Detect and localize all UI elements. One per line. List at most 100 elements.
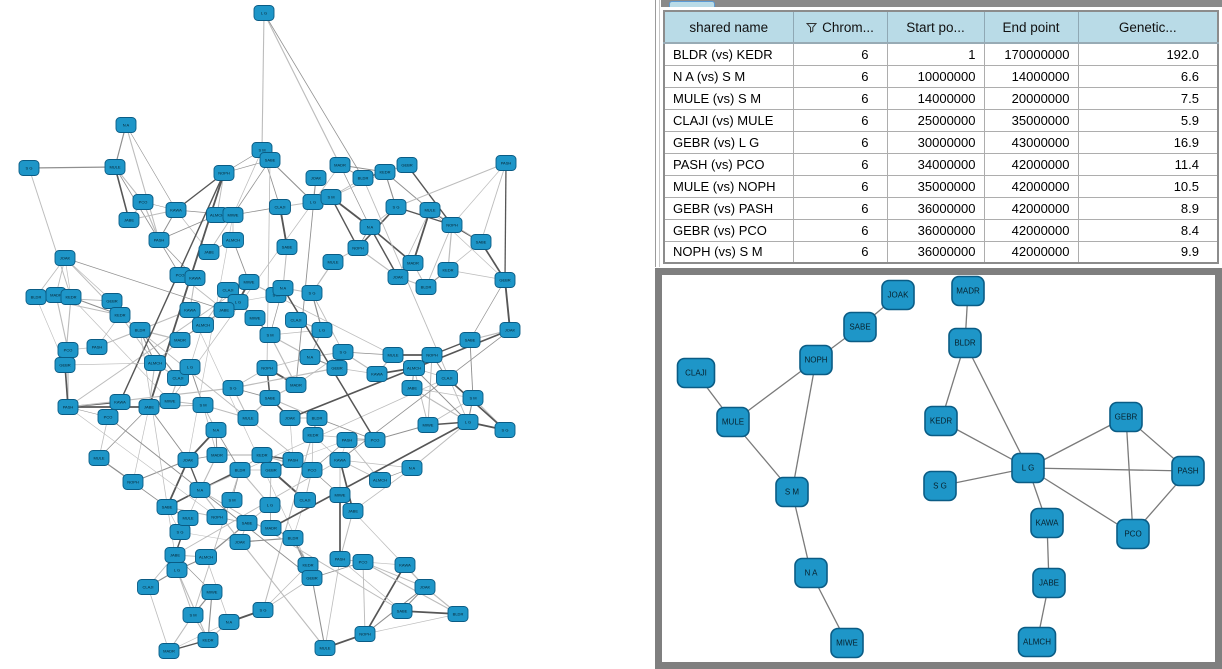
subnetwork-edge-bldr-l-g[interactable] <box>964 342 1029 469</box>
network-edge[interactable] <box>480 162 507 243</box>
network-node[interactable]: PCO <box>1116 518 1150 550</box>
network-node[interactable]: L G <box>302 194 324 210</box>
network-node[interactable]: NOPH <box>206 509 228 525</box>
network-node[interactable]: GEBR <box>101 293 123 309</box>
network-node[interactable]: PCO <box>132 194 154 210</box>
network-node[interactable]: MULE <box>314 640 336 656</box>
subnetwork-edge-noph-s-m[interactable] <box>791 359 817 493</box>
network-node[interactable]: JABE <box>138 399 160 415</box>
network-node[interactable]: KAWA <box>184 270 206 286</box>
network-edge[interactable] <box>362 561 459 615</box>
network-edge[interactable] <box>232 149 263 216</box>
network-edge[interactable] <box>339 164 371 228</box>
network-node[interactable]: ALMCH <box>192 317 214 333</box>
network-edge[interactable] <box>125 124 177 211</box>
table-row[interactable]: BLDR (vs) KEDR 6 1 170000000 192.0 <box>663 42 1219 66</box>
network-node[interactable]: JOAK <box>305 170 327 186</box>
network-node[interactable]: PASH <box>329 551 351 567</box>
network-edge[interactable] <box>199 489 403 612</box>
network-node[interactable]: MADR <box>951 275 985 307</box>
network-node[interactable]: NOPH <box>799 344 833 376</box>
network-edge[interactable] <box>411 421 469 469</box>
network-edge[interactable] <box>67 406 218 518</box>
network-edge[interactable] <box>176 569 209 641</box>
network-node[interactable]: L G <box>311 322 333 338</box>
network-node[interactable]: N A <box>794 557 828 589</box>
subnetwork-canvas[interactable]: JOAK MADR SABE BLDR NOPH CLAJI GEBR KEDR MULE L G… <box>662 275 1215 662</box>
network-node[interactable]: MIWE <box>201 584 223 600</box>
network-node[interactable]: KEDR <box>437 262 459 278</box>
network-node[interactable]: BLDR <box>129 322 151 338</box>
network-node[interactable]: MIWE <box>222 207 244 223</box>
network-node[interactable]: JABE <box>401 380 423 396</box>
network-node[interactable]: GEBR <box>1109 401 1143 433</box>
network-edge[interactable] <box>132 406 150 483</box>
network-edge[interactable] <box>406 164 453 226</box>
network-node[interactable]: ALMCH <box>369 472 391 488</box>
network-node[interactable]: S G <box>923 470 957 502</box>
network-node[interactable]: L G <box>1011 452 1045 484</box>
network-node[interactable]: JABE <box>213 302 235 318</box>
network-node[interactable]: S M <box>259 327 281 343</box>
network-edge[interactable] <box>232 159 271 216</box>
network-edge[interactable] <box>330 196 359 249</box>
network-node[interactable]: GEBR <box>260 462 282 478</box>
network-node[interactable]: NOPH <box>421 347 443 363</box>
network-node[interactable]: SABE <box>276 239 298 255</box>
network-edge[interactable] <box>412 209 431 264</box>
network-node[interactable]: JABE <box>198 244 220 260</box>
network-node[interactable]: N A <box>205 422 227 438</box>
network-edge[interactable] <box>263 12 341 166</box>
network-node[interactable]: S G <box>301 285 323 301</box>
network-edge[interactable] <box>189 309 309 566</box>
network-edge[interactable] <box>125 124 160 241</box>
network-node[interactable]: JOAK <box>499 322 521 338</box>
network-node[interactable]: SABE <box>259 390 281 406</box>
network-edge[interactable] <box>364 613 459 635</box>
network-edge[interactable] <box>339 510 354 560</box>
network-edge[interactable] <box>148 406 189 461</box>
network-edge[interactable] <box>147 586 170 652</box>
network-node[interactable]: SABE <box>459 332 481 348</box>
network-node[interactable]: CLAJI <box>294 492 316 508</box>
network-node[interactable]: N A <box>189 482 211 498</box>
col-header-start-po[interactable]: Start po... <box>886 10 985 44</box>
network-node[interactable]: N A <box>359 219 381 235</box>
network-edge[interactable] <box>324 558 341 649</box>
network-node[interactable]: S M <box>221 492 243 508</box>
network-node[interactable]: SABE <box>843 311 877 343</box>
network-edge[interactable] <box>98 406 150 459</box>
network-node[interactable]: CLAJI <box>436 370 458 386</box>
network-node[interactable]: KAWA <box>366 366 388 382</box>
network-node[interactable]: KAWA <box>109 394 131 410</box>
network-node[interactable]: MADR <box>285 377 307 393</box>
network-edge[interactable] <box>55 294 69 351</box>
network-node[interactable]: KEDR <box>302 427 324 443</box>
network-node[interactable]: JABE <box>118 212 140 228</box>
network-node[interactable]: BLDR <box>282 530 304 546</box>
subnetwork-edge-gebr-pco[interactable] <box>1125 416 1134 535</box>
main-network-panel[interactable]: L G S M N A S G MULE NOPH SABE JOAK MADR BLDR KEDR… <box>0 0 652 669</box>
col-header-genetic[interactable]: Genetic... <box>1077 10 1219 44</box>
network-node[interactable]: JOAK <box>387 269 409 285</box>
network-edge[interactable] <box>413 367 429 426</box>
network-node[interactable]: S M <box>462 390 484 406</box>
network-edge[interactable] <box>295 177 317 386</box>
network-node[interactable]: L G <box>253 5 275 21</box>
network-edge[interactable] <box>504 279 511 331</box>
network-node[interactable]: KEDR <box>251 447 273 463</box>
network-edge[interactable] <box>369 226 399 278</box>
network-node[interactable]: BLDR <box>25 289 47 305</box>
network-node[interactable]: KEDR <box>374 164 396 180</box>
network-node[interactable]: NOPH <box>347 240 369 256</box>
network-edge[interactable] <box>28 167 72 298</box>
network-node[interactable]: MULE <box>104 159 126 175</box>
network-node[interactable]: KAWA <box>165 202 187 218</box>
main-network-canvas[interactable]: L G S M N A S G MULE NOPH SABE JOAK MADR BLDR KEDR… <box>0 0 652 669</box>
network-node[interactable]: MADR <box>206 447 228 463</box>
network-node[interactable]: JOAK <box>881 279 915 311</box>
network-node[interactable]: S G <box>169 524 191 540</box>
network-node[interactable]: S G <box>252 602 274 618</box>
network-edge[interactable] <box>114 166 130 221</box>
network-node[interactable]: PASH <box>495 155 517 171</box>
